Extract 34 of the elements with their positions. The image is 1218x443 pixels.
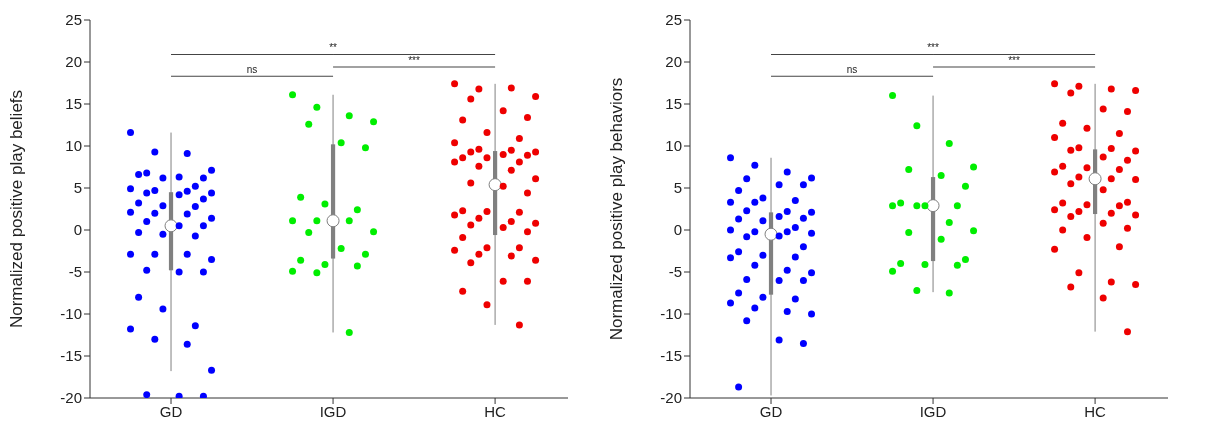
x-tick-label: HC (1084, 402, 1107, 420)
x-tick-label: IGD (319, 402, 347, 420)
y-tick-label: 20 (65, 53, 82, 71)
x-tick-label: HC (484, 402, 507, 420)
y-axis-title: Normalized positive play beliefs (7, 89, 27, 329)
x-tick-label: IGD (919, 402, 947, 420)
annotation: *** (408, 55, 421, 67)
annotation: *** (927, 42, 939, 54)
y-tick-label: 10 (65, 137, 82, 155)
y-tick-label: 0 (73, 221, 82, 239)
y-tick-label: -10 (660, 305, 682, 323)
y-tick-label: 10 (665, 137, 682, 155)
annotation: ns (246, 64, 258, 76)
y-tick-label: 15 (65, 95, 82, 113)
annotation: ns (846, 64, 858, 76)
y-tick-label: 0 (673, 221, 682, 239)
y-tick-label: 5 (673, 179, 682, 197)
x-tick-label: GD (759, 402, 783, 420)
y-tick-label: 25 (65, 11, 82, 29)
annotation: *** (1008, 55, 1021, 67)
y-tick-label: -20 (60, 389, 82, 407)
y-tick-label: -15 (660, 347, 682, 365)
y-tick-label: -5 (668, 263, 682, 281)
y-tick-label: 5 (73, 179, 82, 197)
y-tick-label: 15 (665, 95, 682, 113)
y-tick-label: 25 (665, 11, 682, 29)
y-tick-label: -15 (60, 347, 82, 365)
x-tick-label: GD (159, 402, 183, 420)
y-axis-title: Normalized positive play behaviors (607, 77, 627, 341)
y-tick-label: 20 (665, 53, 682, 71)
y-tick-label: -10 (60, 305, 82, 323)
y-tick-label: -5 (68, 263, 82, 281)
y-tick-label: -20 (660, 389, 682, 407)
annotation: ** (329, 42, 338, 54)
